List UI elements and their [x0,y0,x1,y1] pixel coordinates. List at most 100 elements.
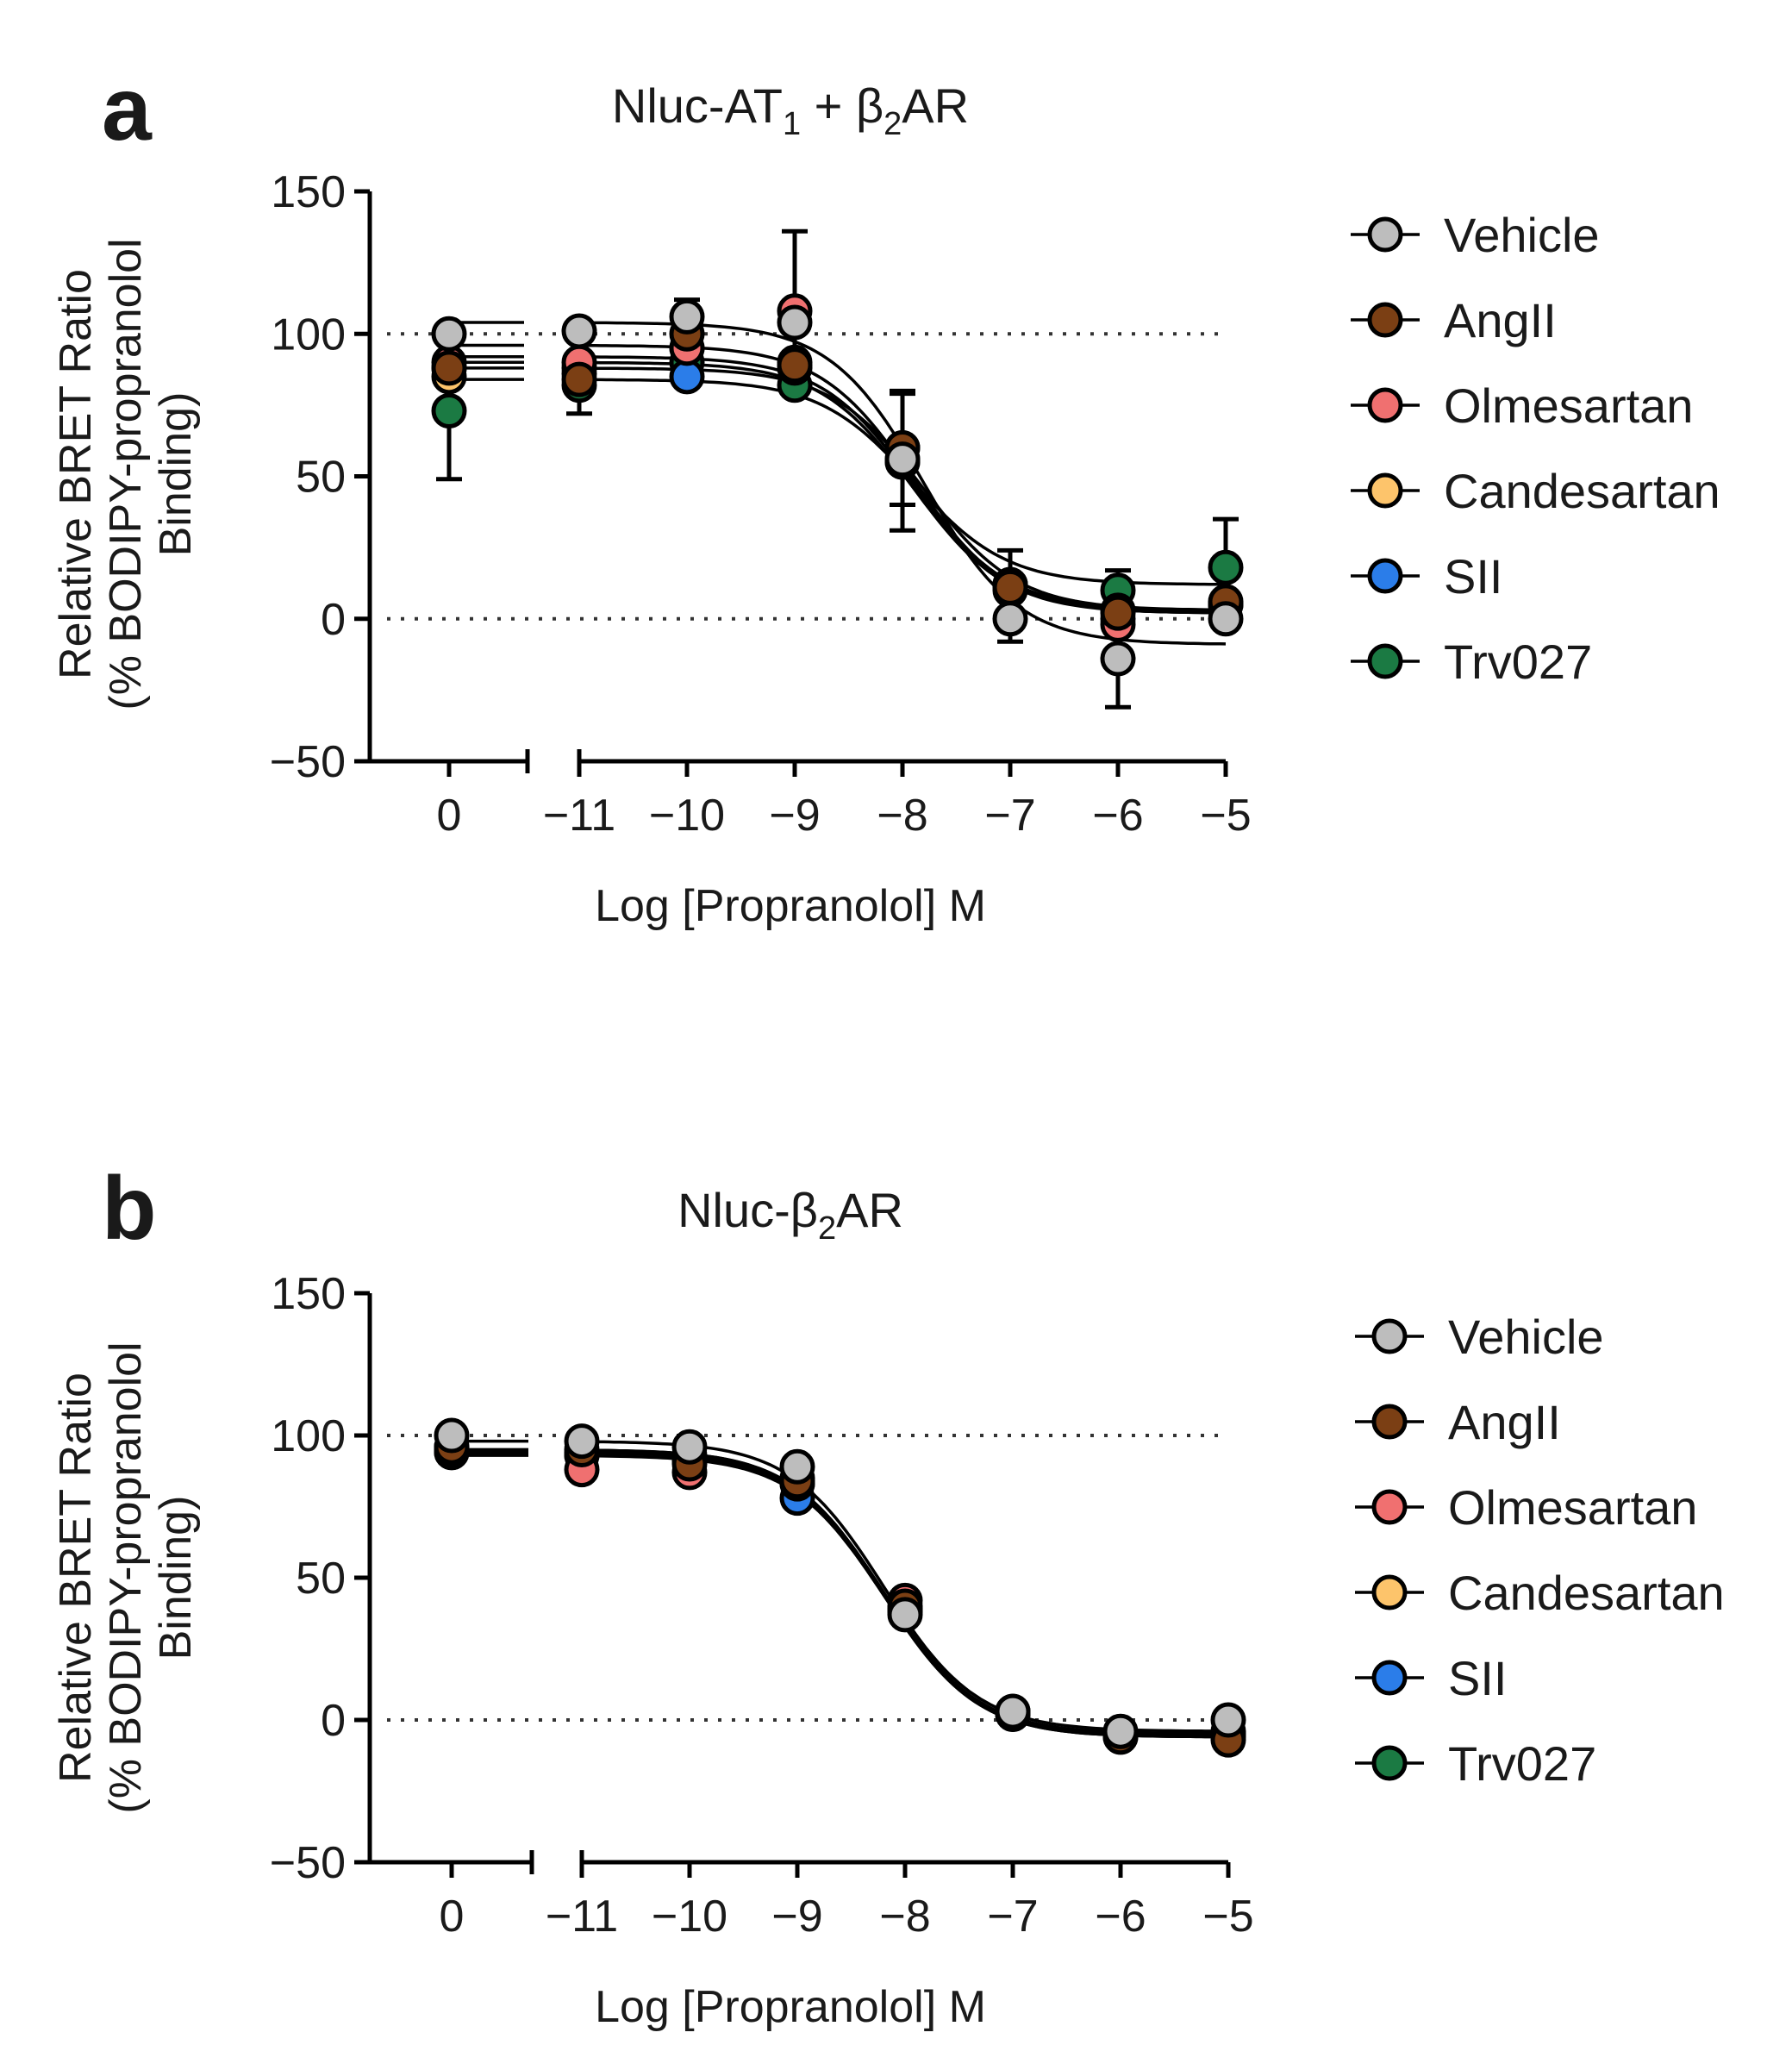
data-point-vehicle [1102,1713,1139,1749]
axes-a [354,189,1228,777]
legend-label: Olmesartan [1444,378,1693,433]
data-point-trv027 [1208,549,1244,585]
x-tick-label: −6 [1092,791,1143,841]
legend-label: SII [1448,1651,1507,1705]
data-point-angii [777,347,813,384]
panel-a: a Nluc-AT1 + β2AR Relative BRET Ratio (%… [51,59,1720,931]
panel-letter-a: a [102,59,153,159]
data-point-vehicle [884,441,921,478]
y-axis-label-line3: Binding) [151,1496,201,1660]
legend-b: Vehicle AngII Olmesartan Candesartan SII Trv0… [1355,1310,1725,1791]
y-tick-label: 150 [271,167,346,217]
data-point-vehicle [992,601,1028,637]
y-axis-label-line1: Relative BRET Ratio [51,269,101,679]
legend-item-candesartan: Candesartan [1351,464,1720,518]
data-point-vehicle [1208,601,1244,637]
x-tick-label: −9 [771,1892,822,1942]
x-tick-label: −7 [987,1892,1038,1942]
legend-item-angii: AngII [1351,293,1557,347]
legend-label: SII [1444,549,1502,603]
data-point-vehicle [1210,1702,1246,1738]
legend-item-trv027: Trv027 [1355,1736,1596,1791]
data-point-angii [992,569,1028,605]
data-point-vehicle [434,1417,470,1454]
data-point-vehicle [887,1597,923,1633]
x-tick-label: −11 [546,1892,618,1942]
x-tick-label: 0 [437,791,462,841]
panel-b: b Nluc-β2AR Relative BRET Ratio (% BODIP… [51,1159,1725,2032]
legend-marker [1371,1574,1408,1610]
data-point-vehicle [561,313,597,349]
legend-item-angii: AngII [1355,1395,1561,1449]
legend-marker [1371,1745,1408,1781]
legend-label: Olmesartan [1448,1480,1697,1535]
legend-label: Candesartan [1448,1566,1725,1620]
y-axis-label-line2: (% BODIPY-propranolol [101,238,151,710]
y-tick-label: 100 [271,310,346,360]
x-tick-label: −5 [1202,1892,1253,1942]
legend-item-olmesartan: Olmesartan [1355,1480,1697,1535]
data-point-vehicle [564,1423,600,1460]
legend-marker [1367,558,1403,594]
tick-labels-b: −50 0 50 100 150 0 −11 −10 −9 −8 −7 −6 −5 [270,1269,1254,1942]
legend-item-candesartan: Candesartan [1355,1566,1725,1620]
y-tick-label: 50 [296,453,346,503]
chart-title-b: Nluc-β2AR [677,1183,903,1247]
legend-item-sii: SII [1355,1651,1507,1705]
x-tick-label: −10 [649,791,725,841]
legend-label: Vehicle [1444,208,1600,262]
legend-label: Candesartan [1444,464,1720,518]
legend-marker [1367,387,1403,423]
x-tick-label: −11 [543,791,615,841]
legend-marker [1371,1404,1408,1440]
legend-marker [1367,216,1403,253]
x-tick-label: −9 [769,791,820,841]
legend-a: Vehicle AngII Olmesartan Candesartan SII Trv0… [1351,208,1720,689]
reference-lines-b [387,1434,1228,1722]
y-tick-label: −50 [270,1838,346,1888]
legend-item-sii: SII [1351,549,1502,603]
data-point-angii [431,350,467,386]
data-point-angii [1100,595,1136,631]
y-axis-label-a: Relative BRET Ratio (% BODIPY-propranolo… [51,238,201,710]
legend-marker [1367,643,1403,679]
reference-lines-a [387,332,1226,621]
x-tick-label: −10 [652,1892,727,1942]
legend-marker [1367,302,1403,338]
legend-label: Vehicle [1448,1310,1604,1364]
x-tick-label: −7 [984,791,1035,841]
data-point-vehicle [671,1429,708,1465]
fit-curves-b [452,1439,1228,1739]
x-axis-label-a: Log [Propranolol] M [595,881,986,931]
legend-label: AngII [1444,293,1557,347]
legend-item-olmesartan: Olmesartan [1351,378,1693,433]
y-axis-label-line1: Relative BRET Ratio [51,1373,101,1783]
y-axis-label-line3: Binding) [151,392,201,557]
data-point-vehicle [1100,641,1136,677]
x-axis-label-b: Log [Propranolol] M [595,1982,986,2032]
y-axis-label-b: Relative BRET Ratio (% BODIPY-propranolo… [51,1341,201,1813]
x-tick-label: −6 [1095,1892,1146,1942]
data-point-vehicle [995,1693,1031,1729]
legend-item-vehicle: Vehicle [1351,208,1600,262]
axes-b [354,1291,1231,1878]
y-tick-label: 0 [321,595,346,645]
x-tick-label: −8 [879,1892,930,1942]
legend-marker [1367,472,1403,509]
data-points-b [434,1417,1246,1758]
y-tick-label: 0 [321,1696,346,1746]
x-tick-label: −8 [877,791,927,841]
legend-marker [1371,1489,1408,1525]
y-tick-label: 150 [271,1269,346,1319]
data-points-a [431,293,1244,677]
y-tick-label: 100 [271,1411,346,1461]
y-tick-label: 50 [296,1554,346,1604]
y-axis-label-line2: (% BODIPY-propranolol [101,1341,151,1813]
data-point-vehicle [431,316,467,352]
legend-marker [1371,1660,1408,1696]
x-tick-label: −5 [1200,791,1251,841]
legend-label: Trv027 [1448,1736,1596,1791]
legend-item-trv027: Trv027 [1351,635,1592,689]
legend-marker [1371,1318,1408,1354]
